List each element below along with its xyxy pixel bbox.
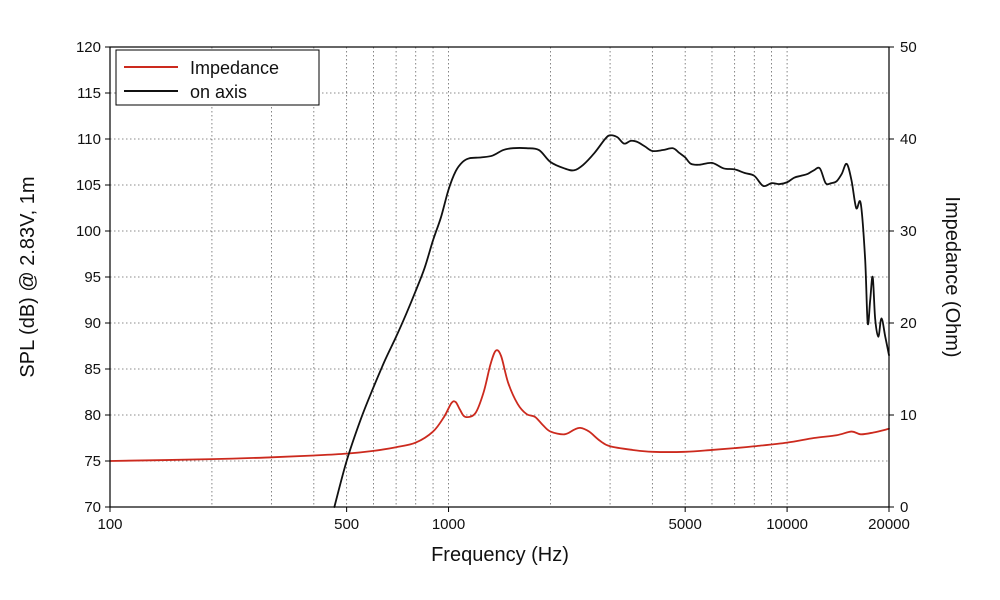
x-tick-label: 20000	[868, 516, 910, 533]
series-lines	[109, 134, 890, 508]
left-y-tick-label: 105	[76, 177, 101, 194]
left-y-tick-label: 115	[77, 85, 101, 102]
legend-box	[115, 49, 320, 106]
right-y-tick-label: 20	[900, 315, 917, 332]
series-line-on-axis	[333, 134, 890, 508]
legend-label-impedance: Impedance	[190, 58, 279, 78]
right-y-tick-label: 10	[900, 407, 917, 424]
left-y-tick-label: 95	[84, 269, 101, 286]
left-y-tick-label: 85	[84, 361, 101, 378]
right-y-tick-label: 30	[900, 223, 917, 240]
left-y-tick-label: 80	[84, 407, 101, 424]
x-tick-label: 500	[334, 516, 359, 533]
left-y-tick-label: 100	[76, 223, 101, 240]
left-y-tick-label: 70	[84, 499, 101, 516]
x-tick-label: 10000	[766, 516, 808, 533]
left-y-tick-label: 75	[84, 453, 101, 470]
left-y-tick-label: 110	[77, 131, 101, 148]
right-y-tick-label: 40	[900, 131, 917, 148]
legend-label-on-axis: on axis	[190, 82, 247, 102]
x-tick-label: 5000	[668, 516, 701, 533]
left-y-axis-title: SPL (dB) @ 2.83V, 1m	[17, 176, 39, 377]
x-tick-label: 100	[97, 516, 122, 533]
left-y-tick-label: 90	[84, 315, 101, 332]
tick-labels: 100 500 1000 5000 10000 200007075808590951001…	[76, 39, 917, 533]
x-axis-title: Frequency (Hz)	[431, 544, 569, 566]
right-y-axis-title: Impedance (Ohm)	[941, 196, 963, 357]
grid-lines	[110, 47, 889, 507]
x-tick-label: 1000	[432, 516, 465, 533]
legend: Impedance on axis	[115, 49, 320, 106]
right-y-tick-label: 50	[900, 39, 917, 56]
left-y-tick-label: 120	[76, 39, 101, 56]
right-y-tick-label: 0	[900, 499, 908, 516]
series-line-impedance	[109, 349, 890, 462]
